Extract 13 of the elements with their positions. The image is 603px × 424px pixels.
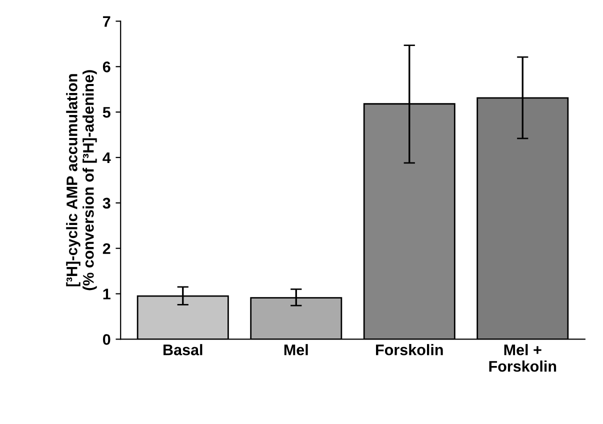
y-tick-label: 0 [102,334,110,345]
y-tick-label: 5 [102,107,110,118]
y-axis-title: [³H]-cyclic AMP accumulation (% conversion of [³H]-adenine) [66,70,97,290]
x-tick-label: Mel [284,344,308,356]
x-tick-label: Basal [164,344,202,356]
y-tick-label: 2 [102,243,110,254]
y-tick-label: 3 [102,198,110,209]
y-tick-label: 6 [102,61,110,72]
x-tick-label: Mel + Forskolin [489,344,556,372]
x-tick-label: Forskolin [376,344,443,356]
y-tick-label: 4 [102,152,111,164]
y-tick-label: 7 [103,16,110,27]
y-tick-label: 1 [103,288,110,300]
